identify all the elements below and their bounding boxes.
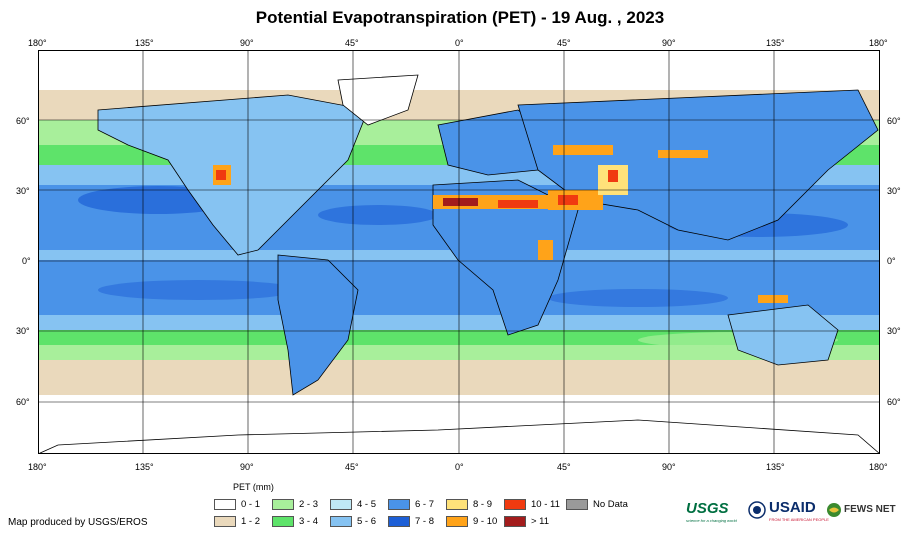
- lon-tick-label: 180°: [869, 38, 888, 48]
- lat-tick-label: 30°: [887, 326, 901, 336]
- legend-swatch: [504, 516, 526, 527]
- legend-swatch: [214, 516, 236, 527]
- usaid-tagline: FROM THE AMERICAN PEOPLE: [769, 517, 829, 522]
- legend-swatch: [446, 499, 468, 510]
- lon-tick-label: 180°: [28, 462, 47, 472]
- lon-tick-label: 45°: [557, 462, 571, 472]
- map-frame: [38, 50, 880, 454]
- lat-tick-label: 60°: [16, 397, 30, 407]
- usaid-seal-icon: [748, 501, 766, 519]
- legend-swatch: [446, 516, 468, 527]
- pet-map-graphic: [38, 50, 880, 454]
- lon-tick-label: 180°: [28, 38, 47, 48]
- lon-tick-label: 90°: [240, 38, 254, 48]
- usgs-logo-text: USGS: [686, 500, 729, 517]
- lon-tick-label: 180°: [869, 462, 888, 472]
- legend-label: > 11: [531, 516, 550, 527]
- lon-tick-label: 90°: [240, 462, 254, 472]
- usaid-logo-text: USAID: [769, 499, 816, 516]
- legend-label: 4 - 5: [357, 499, 377, 510]
- lon-tick-label: 135°: [766, 38, 785, 48]
- lon-tick-label: 0°: [455, 38, 464, 48]
- pet-map: [38, 50, 880, 454]
- legend-swatch: [272, 499, 294, 510]
- legend-swatch: [504, 499, 526, 510]
- lon-tick-label: 135°: [135, 38, 154, 48]
- map-title: Potential Evapotranspiration (PET) - 19 …: [255, 8, 665, 27]
- legend-label: 0 - 1: [241, 499, 261, 510]
- lat-tick-label: 60°: [887, 116, 901, 126]
- legend-swatch: [388, 499, 410, 510]
- legend-label: 5 - 6: [357, 516, 377, 527]
- fews-net-text: FEWS NET: [844, 504, 896, 515]
- lon-tick-label: 135°: [135, 462, 154, 472]
- lat-tick-label: 0°: [22, 256, 31, 266]
- lat-tick-label: 0°: [887, 256, 896, 266]
- lon-tick-label: 135°: [766, 462, 785, 472]
- lat-tick-label: 60°: [16, 116, 30, 126]
- usgs-logo: USGS science for a changing world: [686, 500, 737, 523]
- lat-tick-label: 30°: [16, 326, 30, 336]
- legend-title: PET (mm): [233, 482, 274, 492]
- legend-swatch: [214, 499, 236, 510]
- legend-swatch: [272, 516, 294, 527]
- lat-tick-label: 30°: [887, 186, 901, 196]
- lat-tick-label: 60°: [887, 397, 901, 407]
- legend-swatch: [566, 499, 588, 510]
- legend-label: 9 - 10: [473, 516, 498, 527]
- graticule: [38, 50, 880, 454]
- lat-tick-label: 30°: [16, 186, 30, 196]
- legend-label: 7 - 8: [415, 516, 435, 527]
- legend-label: 8 - 9: [473, 499, 493, 510]
- lon-tick-label: 90°: [662, 462, 676, 472]
- legend-swatch: [330, 499, 352, 510]
- lon-tick-label: 0°: [455, 462, 464, 472]
- usgs-tagline: science for a changing world: [686, 518, 737, 523]
- legend-label: 1 - 2: [241, 516, 261, 527]
- lon-tick-label: 45°: [345, 38, 359, 48]
- fews-globe-icon: [827, 503, 841, 517]
- lon-tick-label: 90°: [662, 38, 676, 48]
- legend-label: 3 - 4: [299, 516, 319, 527]
- continents: [38, 74, 880, 454]
- legend-swatch: [388, 516, 410, 527]
- lon-tick-label: 45°: [557, 38, 571, 48]
- legend-label: 10 - 11: [531, 499, 560, 510]
- map-credit: Map produced by USGS/EROS: [8, 517, 148, 528]
- legend-label: No Data: [593, 499, 628, 510]
- legend-label: 2 - 3: [299, 499, 319, 510]
- legend-label: 6 - 7: [415, 499, 435, 510]
- lon-tick-label: 45°: [345, 462, 359, 472]
- legend-swatch: [330, 516, 352, 527]
